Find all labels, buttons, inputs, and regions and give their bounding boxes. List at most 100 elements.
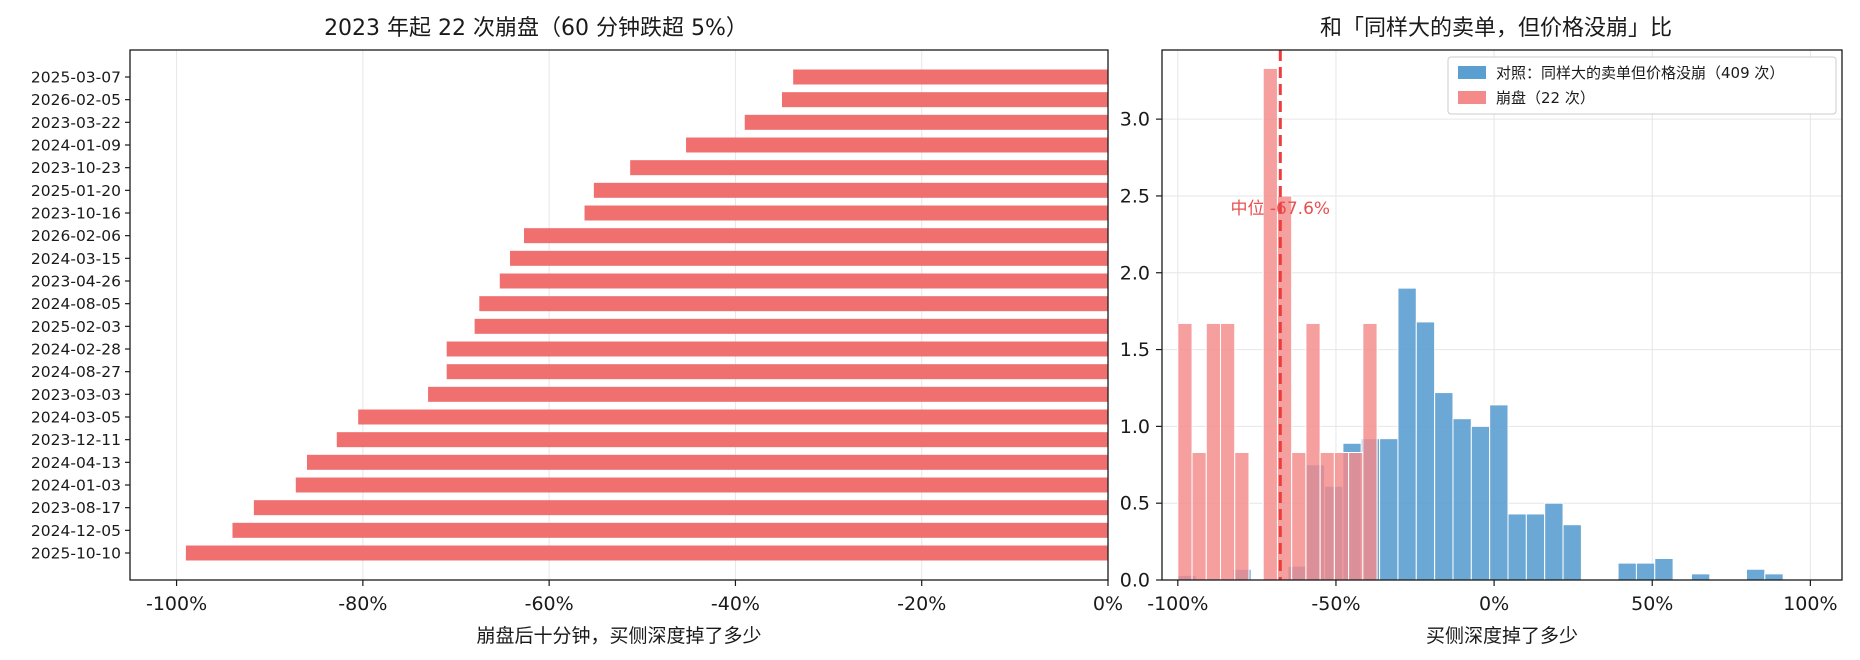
y-tick-label: 2025-03-07 <box>31 69 121 87</box>
x-tick-labels: -100% -50% 0% 50% 100% <box>1147 580 1838 615</box>
x-tick-label: 50% <box>1631 593 1673 615</box>
legend-box <box>1447 56 1837 115</box>
y-tick-label: 2023-10-16 <box>31 205 121 223</box>
legend-label-crash: 崩盘（22 次） <box>1496 89 1595 107</box>
bar <box>686 137 1108 153</box>
bar <box>510 250 1109 266</box>
x-tick-label: -60% <box>525 593 574 615</box>
control-bin <box>1690 573 1711 581</box>
x-tick-label: -40% <box>711 593 760 615</box>
legend: 对照：同样大的卖单但价格没崩（409 次） 崩盘（22 次） <box>1447 56 1837 115</box>
bar <box>584 205 1108 221</box>
x-tick-label: -100% <box>1147 593 1208 615</box>
y-tick-labels: 0.0 0.5 1.0 1.5 2.0 2.5 3.0 <box>1120 109 1162 592</box>
crash-bin <box>1177 322 1193 581</box>
crash-histogram <box>1177 67 1378 581</box>
x-axis-label: 崩盘后十分钟，买侧深度掉了多少 <box>476 625 761 647</box>
bar <box>253 500 1108 516</box>
x-tick-label: 0% <box>1093 593 1123 615</box>
control-bin <box>1379 438 1399 581</box>
bar <box>446 341 1109 357</box>
crash-depth-bar-chart: 2023 年起 22 次崩盘（60 分钟跌超 5%） 2025-03-07202… <box>31 16 1123 647</box>
x-tick-label: -20% <box>897 593 946 615</box>
y-tick-label: 2026-02-06 <box>31 227 121 245</box>
bar <box>306 454 1108 470</box>
control-bin <box>1507 513 1527 581</box>
control-bin <box>1489 404 1509 581</box>
bar <box>630 160 1108 176</box>
bar <box>499 273 1109 289</box>
y-tick-label: 1.5 <box>1120 339 1150 361</box>
legend-swatch-crash <box>1458 91 1486 104</box>
crash-bin <box>1291 451 1307 581</box>
y-tick-label: 2023-03-03 <box>31 386 121 404</box>
y-tick-label: 2023-12-11 <box>31 431 121 449</box>
chart-title: 2023 年起 22 次崩盘（60 分钟跌超 5%） <box>324 16 748 41</box>
y-tick-label: 2026-02-05 <box>31 91 121 109</box>
control-bin <box>1470 425 1491 581</box>
control-bin <box>1562 524 1582 581</box>
x-tick-label: 0% <box>1479 593 1509 615</box>
y-tick-label: 2.5 <box>1120 185 1150 207</box>
y-tick-label: 2.0 <box>1120 262 1150 284</box>
crash-bin <box>1220 322 1236 581</box>
crash-bin <box>1205 322 1222 581</box>
y-tick-label: 2023-10-23 <box>31 159 121 177</box>
control-bin <box>1745 568 1766 581</box>
y-tick-label: 0.5 <box>1120 493 1150 515</box>
y-tick-label: 0.0 <box>1120 570 1150 592</box>
control-bin <box>1654 557 1674 581</box>
bar <box>782 92 1108 108</box>
y-tick-label: 2023-03-22 <box>31 114 121 132</box>
y-tick-label: 2024-01-09 <box>31 137 121 155</box>
crash-bin <box>1234 451 1250 581</box>
x-tick-label: -80% <box>338 593 387 615</box>
bar <box>358 409 1108 425</box>
bar <box>185 545 1108 561</box>
crash-bin <box>1362 322 1378 581</box>
crash-bin <box>1191 451 1207 581</box>
y-tick-label: 2024-03-15 <box>31 250 121 268</box>
bar <box>474 318 1109 334</box>
y-tick-label: 2024-08-27 <box>31 363 121 381</box>
chart-title: 和「同样大的卖单，但价格没崩」比 <box>1320 16 1672 41</box>
x-axis-label: 买侧深度掉了多少 <box>1426 625 1578 647</box>
bar <box>232 522 1108 538</box>
y-tick-label: 2024-12-05 <box>31 522 121 540</box>
y-tick-labels: 2025-03-07 2026-02-05 2023-03-22 2024-01-09… <box>31 69 130 563</box>
bar <box>295 477 1108 493</box>
bar <box>446 364 1109 380</box>
crash-bin <box>1305 322 1321 581</box>
bar <box>793 69 1108 85</box>
y-tick-label: 2023-08-17 <box>31 499 121 517</box>
crash-bin <box>1348 451 1364 581</box>
y-tick-label: 2024-04-13 <box>31 454 121 472</box>
y-tick-label: 2024-03-05 <box>31 409 121 427</box>
y-tick-label: 2024-02-28 <box>31 341 121 359</box>
depth-histogram-comparison: 和「同样大的卖单，但价格没崩」比 中位 -67.6% 0.0 0.5 1.0 1.5 2… <box>1120 16 1843 647</box>
crash-bin <box>1333 451 1350 581</box>
control-bin <box>1415 321 1436 581</box>
bar <box>428 386 1108 402</box>
control-bin <box>1434 392 1454 581</box>
x-tick-label: 100% <box>1783 593 1837 615</box>
control-bin <box>1617 562 1637 581</box>
control-bin <box>1525 513 1546 581</box>
bar <box>744 114 1108 130</box>
y-tick-label: 2024-08-05 <box>31 295 121 313</box>
bar <box>523 228 1108 244</box>
control-bin <box>1764 573 1784 581</box>
y-tick-label: 2023-04-26 <box>31 273 121 291</box>
bar <box>336 432 1109 448</box>
control-bin <box>1635 562 1656 581</box>
crash-bin <box>1276 195 1293 581</box>
y-tick-label: 3.0 <box>1120 109 1150 131</box>
control-bin <box>1452 418 1472 581</box>
bar <box>479 296 1108 312</box>
legend-swatch-control <box>1458 66 1486 79</box>
control-bin <box>1397 287 1417 581</box>
y-tick-label: 2025-01-20 <box>31 182 121 200</box>
crash-bin <box>1319 451 1335 581</box>
y-tick-label: 2025-10-10 <box>31 545 121 563</box>
